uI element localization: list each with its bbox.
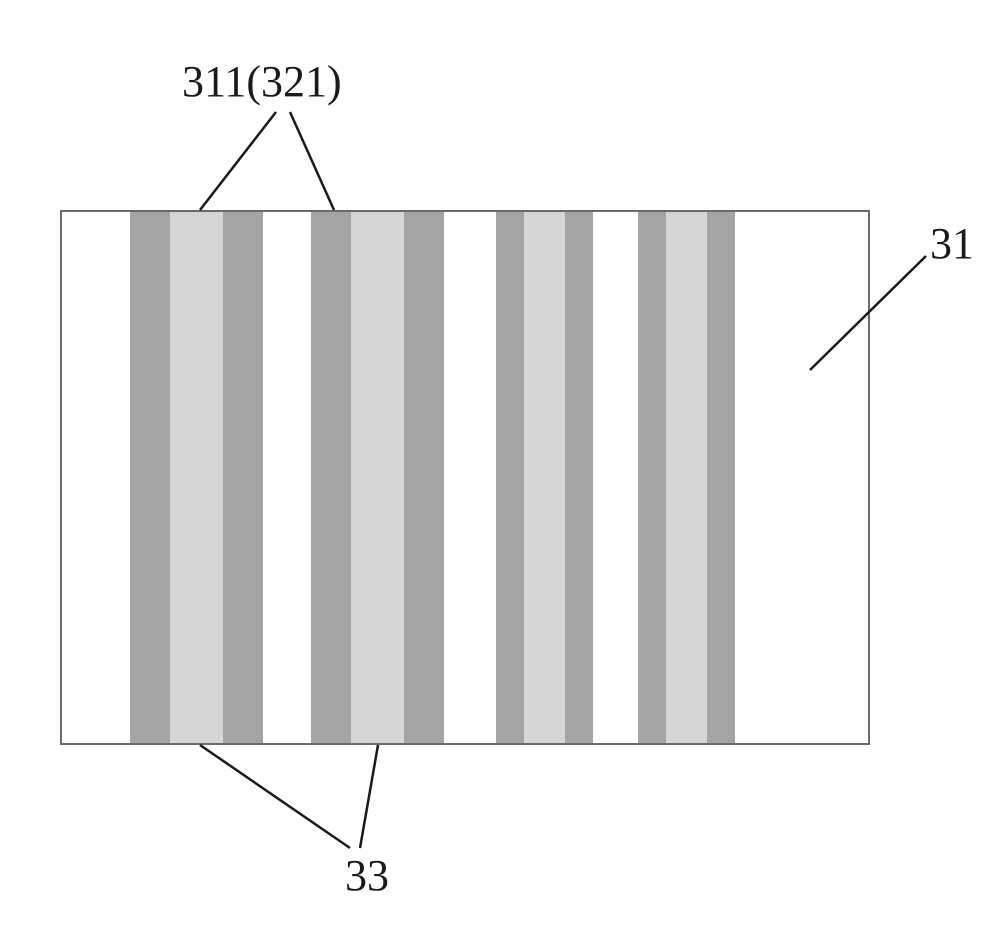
label-33: 33 (345, 850, 389, 901)
bar-311-321 (565, 212, 593, 743)
bar-311-321 (223, 212, 263, 743)
label-311-321: 311(321) (182, 56, 342, 107)
diagram-stage: 311(321) 31 33 (0, 0, 1000, 933)
bar-33 (170, 212, 223, 743)
bar-33 (351, 212, 404, 743)
bar-311-321 (496, 212, 524, 743)
bar-311-321 (638, 212, 666, 743)
bar-33 (524, 212, 565, 743)
bar-311-321 (404, 212, 444, 743)
bar-311-321 (311, 212, 351, 743)
component-31-outline (60, 210, 870, 745)
bars-host (62, 212, 868, 743)
bar-33 (666, 212, 707, 743)
label-31: 31 (930, 218, 974, 269)
bar-311-321 (130, 212, 170, 743)
bar-311-321 (707, 212, 735, 743)
